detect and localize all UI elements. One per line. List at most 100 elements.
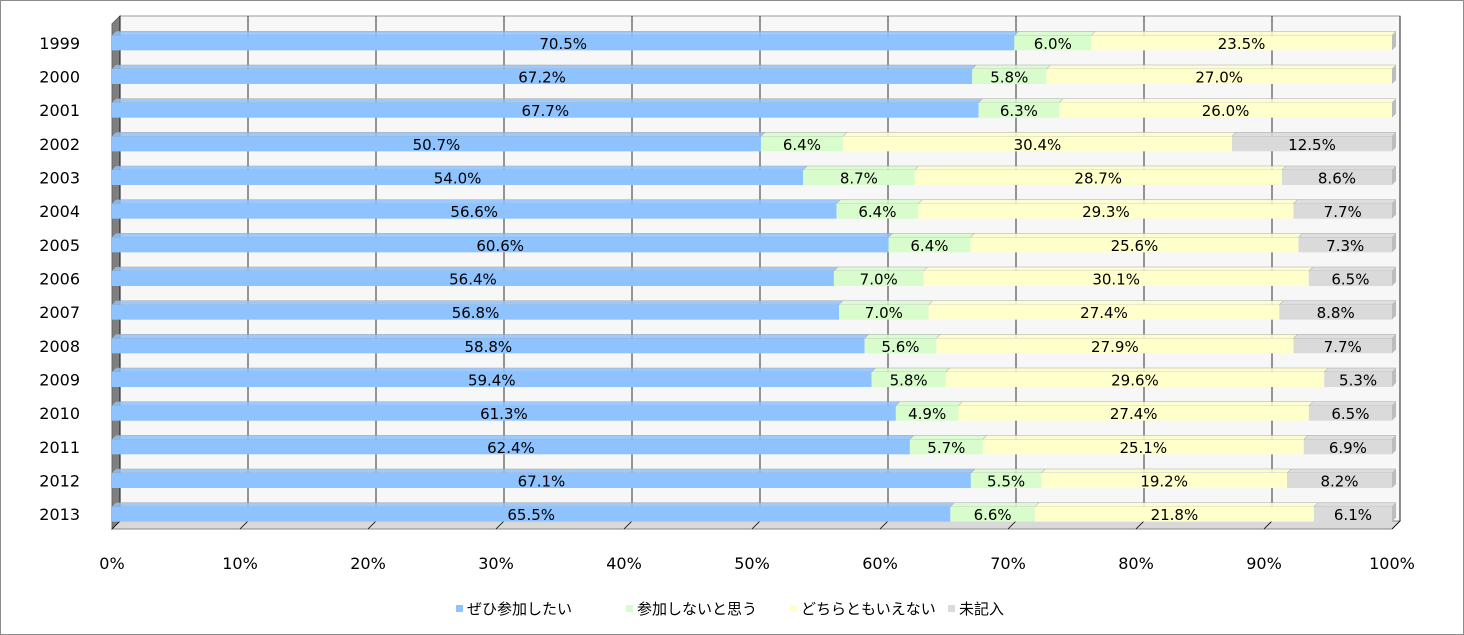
bar-segment [888,237,971,253]
data-label: 25.6% [1111,237,1159,255]
legend-swatch [948,605,955,612]
bar-segment [112,102,979,118]
data-label: 6.9% [1329,439,1367,457]
data-label: 59.4% [468,372,516,390]
x-tick-label: 100% [1369,554,1415,573]
bar-segment [1293,203,1392,219]
data-label: 6.3% [1000,102,1038,120]
data-label: 23.5% [1218,35,1266,53]
data-label: 60.6% [476,237,524,255]
data-label: 27.9% [1091,338,1139,356]
bar-segment [803,170,915,185]
bar-segment [895,405,959,421]
data-label: 7.7% [1324,203,1362,221]
category-label: 2007 [39,303,80,322]
bar-segment [112,136,761,152]
data-label: 5.7% [927,439,965,457]
bar-segment [970,473,1042,488]
bar-segment [928,304,1280,320]
bar-segment [112,271,834,286]
data-label: 21.8% [1151,506,1199,524]
bar-segment [958,405,1309,421]
bar-segment [1279,304,1392,320]
bar-segment [842,136,1232,152]
x-tick-label: 70% [990,554,1026,573]
bar-segment [923,271,1309,286]
bar-segment [1034,506,1314,522]
x-tick-label: 60% [862,554,898,573]
bar-segment [1293,338,1392,354]
bar-segment [982,439,1304,455]
bar-segment [972,69,1047,84]
bar-segment [112,69,973,84]
x-tick-label: 10% [222,554,258,573]
data-label: 70.5% [539,35,587,53]
data-label: 6.0% [1034,35,1072,53]
bar-end-cap [1392,502,1396,522]
bar-segment [1232,136,1392,152]
bar-segment [112,35,1015,51]
bar-segment [112,372,872,387]
x-tick-label: 0% [99,554,124,573]
data-label: 6.6% [974,506,1012,524]
category-label: 2012 [39,472,80,491]
data-label: 27.0% [1195,69,1243,87]
data-label: 6.5% [1331,405,1369,423]
data-label: 30.4% [1014,136,1062,154]
data-label: 58.8% [464,338,512,356]
x-tick-label: 30% [478,554,514,573]
data-label: 29.3% [1082,203,1130,221]
bar-segment [112,170,804,185]
data-label: 62.4% [487,439,535,457]
legend-label: どちらともいえない [801,600,936,618]
bar-end-cap [1392,300,1396,320]
bar-segment [112,338,865,354]
data-label: 8.6% [1318,170,1356,188]
category-label: 2006 [39,270,80,289]
bar-segment [871,372,946,387]
x-tick-label: 80% [1118,554,1154,573]
data-label: 7.3% [1326,237,1364,255]
x-tick-label: 90% [1246,554,1282,573]
legend-swatch [626,605,633,612]
legend-label: 未記入 [959,600,1004,618]
data-label: 67.2% [518,69,566,87]
x-tick-label: 40% [606,554,642,573]
bar-end-cap [1392,401,1396,421]
bar-segment [112,405,896,421]
bar-segment [1313,506,1392,522]
data-label: 6.5% [1331,271,1369,289]
bar-segment [112,304,840,320]
bar-segment [112,506,951,522]
data-label: 67.7% [521,102,569,120]
category-label: 2011 [39,438,80,457]
bar-end-cap [1392,267,1396,286]
legend-label: ぜひ参加したい [467,600,572,618]
data-label: 56.4% [449,271,497,289]
bar-segment [970,237,1299,253]
data-label: 7.7% [1324,338,1362,356]
x-tick-label: 50% [734,554,770,573]
data-label: 19.2% [1140,473,1188,491]
data-label: 29.6% [1111,372,1159,390]
bar-segment [1303,439,1392,455]
bar-segment [1091,35,1392,51]
category-label: 2009 [39,371,80,390]
category-label: 2005 [39,236,80,255]
bar-end-cap [1392,166,1396,185]
bar-segment [1308,271,1392,286]
bar-end-cap [1392,65,1396,84]
category-label: 2008 [39,337,80,356]
bar-end-cap [1392,233,1396,253]
data-label: 4.9% [908,405,946,423]
bar-segment [864,338,937,354]
category-label: 2001 [39,101,80,120]
data-label: 25.1% [1119,439,1167,457]
bar-segment [112,439,910,455]
data-label: 65.5% [507,506,555,524]
data-label: 28.7% [1074,170,1122,188]
data-label: 6.4% [858,203,896,221]
data-label: 50.7% [413,136,461,154]
bar-segment [839,304,929,320]
